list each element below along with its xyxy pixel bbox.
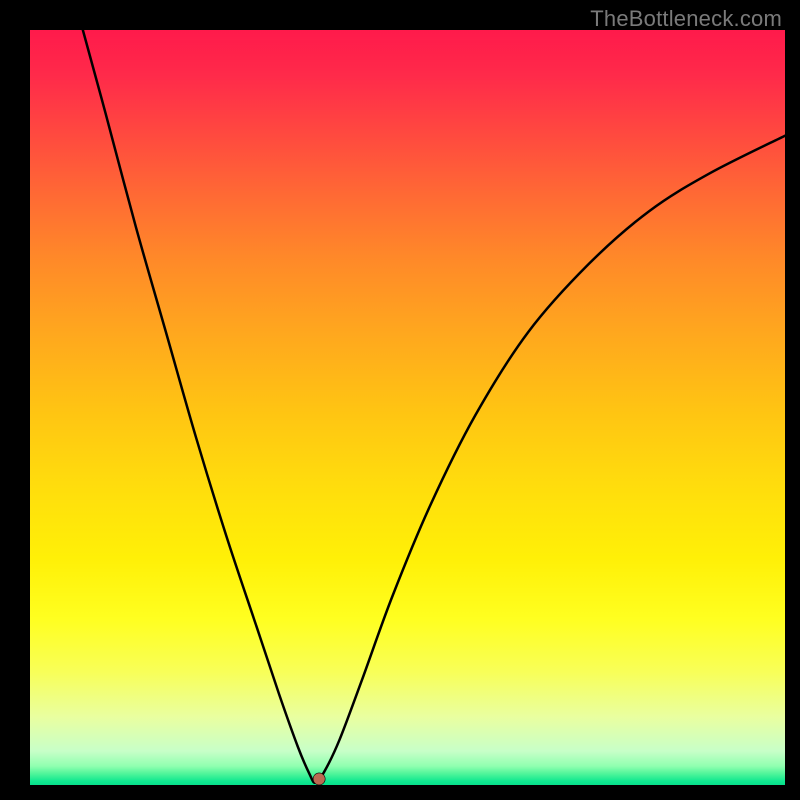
curve-layer — [30, 30, 785, 785]
plot-area — [30, 30, 785, 785]
minimum-marker — [313, 773, 325, 785]
watermark-text: TheBottleneck.com — [590, 6, 782, 32]
chart-canvas: TheBottleneck.com — [0, 0, 800, 800]
bottleneck-curve — [83, 30, 785, 783]
